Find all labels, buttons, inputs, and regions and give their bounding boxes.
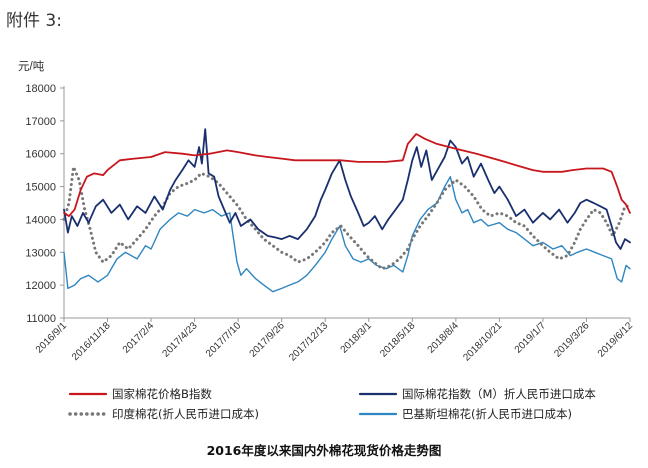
y-tick-label: 12000 (25, 280, 56, 292)
series-line-domestic-b (63, 133, 631, 217)
x-tick-label: 2017/9/26 (248, 320, 288, 360)
y-tick-label: 16000 (25, 149, 56, 161)
series-line-intl-m (63, 128, 631, 250)
x-tick-label: 2016/11/18 (70, 320, 113, 363)
series-line-india (62, 165, 632, 271)
x-tick-label: 2016/9/1 (34, 320, 70, 356)
x-tick-label: 2017/12/13 (287, 320, 330, 363)
series-line-pakistan (63, 176, 631, 293)
x-tick-label: 2019/6/12 (596, 320, 636, 360)
x-tick-label: 2017/4/23 (160, 320, 200, 360)
axes (63, 86, 630, 319)
y-axis-unit-label: 元/吨 (18, 60, 45, 73)
y-tick-label: 18000 (25, 83, 56, 95)
x-tick-label: 2018/5/18 (378, 320, 418, 360)
y-tick-label: 15000 (25, 182, 56, 194)
series-layer (62, 128, 632, 293)
x-tick-label: 2018/3/1 (339, 320, 375, 356)
x-tick-label: 2018/8/4 (426, 320, 462, 356)
legend-label-domestic-b: 国家棉花价格B指数 (112, 387, 212, 401)
y-axis-ticks: 11000 12000 13000 14000 15000 16000 17000 18000 (25, 83, 64, 325)
y-tick-label: 11000 (26, 313, 56, 325)
y-tick-label: 14000 (25, 214, 56, 226)
x-axis-ticks: 2016/9/1 2016/11/18 2017/2/4 2017/4/23 2017/… (34, 318, 636, 364)
legend-label-india: 印度棉花(折人民币进口成本) (112, 407, 259, 421)
x-tick-label: 2017/2/4 (121, 320, 157, 356)
attachment-label: 附件 3: (6, 11, 62, 31)
x-tick-label: 2018/10/21 (461, 320, 504, 363)
x-tick-label: 2017/7/10 (204, 320, 244, 360)
chart-caption: 2016年度以来国内外棉花现货价格走势图 (206, 443, 442, 458)
x-tick-label: 2019/3/26 (552, 320, 592, 360)
y-tick-label: 13000 (25, 247, 56, 259)
x-tick-label: 2019/1/7 (513, 320, 549, 356)
y-tick-label: 17000 (25, 116, 56, 128)
legend-label-intl-m: 国际棉花指数（M）折人民币进口成本 (402, 387, 596, 401)
legend-label-pakistan: 巴基斯坦棉花(折人民币进口成本) (402, 407, 572, 421)
legend: 国家棉花价格B指数 国际棉花指数（M）折人民币进口成本印度棉花(折人民币进口成本)… (68, 387, 596, 421)
